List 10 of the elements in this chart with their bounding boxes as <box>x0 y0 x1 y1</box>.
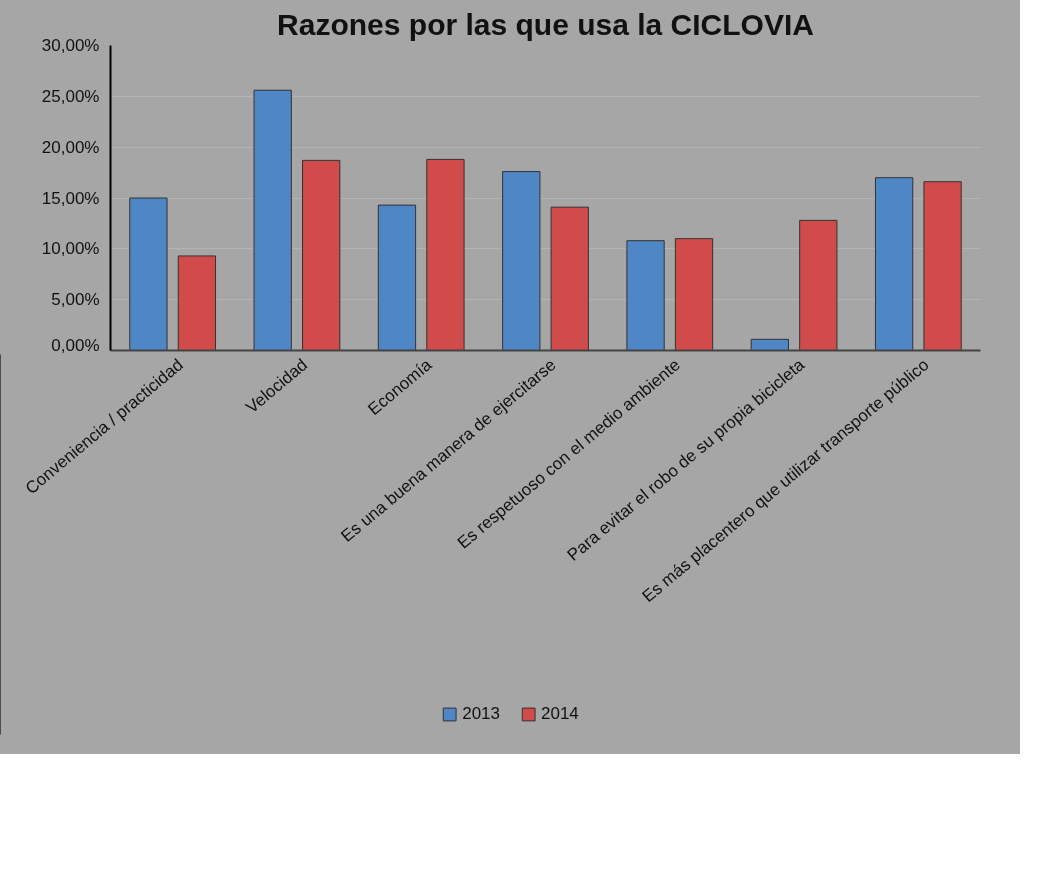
y-tick-label: 0,00% <box>51 335 100 355</box>
legend-label: 2014 <box>541 704 579 724</box>
y-tick-label: 15,00% <box>41 188 100 208</box>
chart-title: Razones por las que usa la CICLOVIA <box>277 7 814 41</box>
y-tick-label: 5,00% <box>51 290 100 310</box>
y-tick-label: 25,00% <box>41 86 100 106</box>
y-tick-label: 10,00% <box>41 239 100 259</box>
legend-label: 2013 <box>462 704 500 724</box>
y-tick-label: 20,00% <box>41 137 100 157</box>
y-tick-label: 30,00% <box>41 36 100 55</box>
